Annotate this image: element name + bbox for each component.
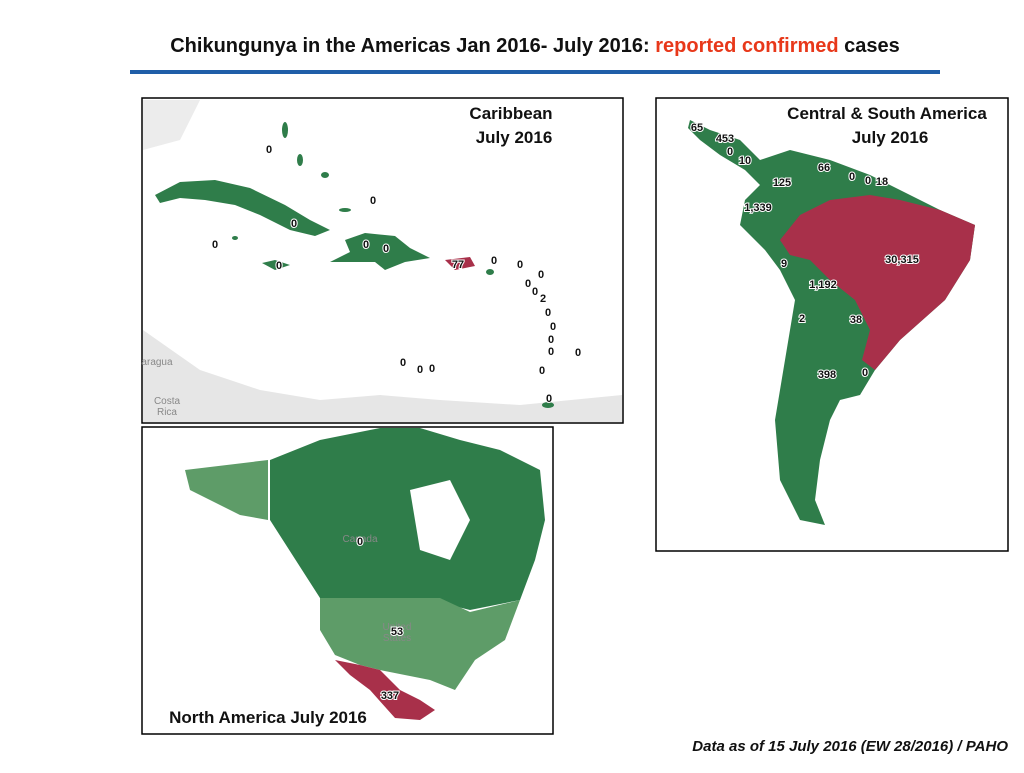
place-name: United <box>383 622 412 633</box>
panel-frame <box>141 97 624 424</box>
puerto-rico <box>445 257 475 270</box>
mexico <box>335 660 435 720</box>
case-count: 0 <box>417 364 423 376</box>
cuba <box>155 180 330 236</box>
jamaica <box>262 260 290 270</box>
panel-title: July 2016 <box>852 128 929 147</box>
case-count: 0 <box>862 367 868 379</box>
panel-frame <box>655 97 1009 552</box>
hudson-bay <box>410 480 470 560</box>
case-count: 453 <box>716 133 734 145</box>
case-count: 0 <box>491 255 497 267</box>
case-count: 30,315 <box>885 254 919 266</box>
case-count: 0 <box>266 144 272 156</box>
case-count: 10 <box>739 155 751 167</box>
case-count: 65 <box>691 122 703 134</box>
case-count: 0 <box>865 175 871 187</box>
small-islands <box>232 122 554 408</box>
case-count: 0 <box>575 347 581 359</box>
place-name: Costa <box>154 396 181 407</box>
case-count: 0 <box>548 346 554 358</box>
case-count: 398 <box>818 369 836 381</box>
case-count: 1,339 <box>744 202 772 214</box>
case-count: 0 <box>400 357 406 369</box>
south-america-map <box>688 120 975 525</box>
land-background <box>143 330 622 422</box>
caribbean-map <box>143 100 622 422</box>
case-count: 337 <box>381 690 399 702</box>
case-count: 0 <box>370 195 376 207</box>
case-count: 0 <box>532 286 538 298</box>
case-count: 0 <box>517 259 523 271</box>
title-highlight: reported confirmed <box>655 35 838 57</box>
united-states <box>320 598 520 690</box>
south-america <box>688 120 975 525</box>
north-america-map <box>185 428 545 720</box>
case-count: 0 <box>539 365 545 377</box>
hispaniola <box>330 233 430 270</box>
panel-frame <box>141 426 554 735</box>
brazil <box>780 195 975 370</box>
case-count: 0 <box>276 260 282 272</box>
panel-title: July 2016 <box>476 128 553 147</box>
alaska <box>185 460 268 520</box>
case-count: 0 <box>357 536 363 548</box>
footnote: Data as of 15 July 2016 (EW 28/2016) / P… <box>692 738 1008 755</box>
title-suffix: cases <box>839 35 900 57</box>
case-count: 0 <box>525 278 531 290</box>
case-count: 0 <box>727 146 733 158</box>
case-count: 66 <box>818 162 830 174</box>
slide-title: Chikungunya in the Americas Jan 2016- Ju… <box>170 35 900 57</box>
case-count: 77 <box>452 259 464 271</box>
case-count: 0 <box>545 307 551 319</box>
case-count: 0 <box>429 363 435 375</box>
place-name: aragua <box>141 357 173 368</box>
case-count: 1,192 <box>809 279 837 291</box>
case-count: 0 <box>546 393 552 405</box>
case-count: 0 <box>383 243 389 255</box>
case-count: 9 <box>781 258 787 270</box>
case-count: 0 <box>538 269 544 281</box>
canada <box>270 428 545 610</box>
place-name: Rica <box>157 407 177 418</box>
case-count: 2 <box>799 313 805 325</box>
place-name: Canada <box>342 534 377 545</box>
place-name: States <box>383 633 411 644</box>
title-prefix: Chikungunya in the Americas Jan 2016- Ju… <box>170 35 655 57</box>
case-count: 125 <box>773 177 791 189</box>
case-count: 0 <box>291 218 297 230</box>
case-count: 0 <box>363 239 369 251</box>
case-count: 0 <box>849 171 855 183</box>
case-count: 38 <box>850 314 862 326</box>
case-count: 53 <box>391 626 403 638</box>
case-count: 0 <box>212 239 218 251</box>
panel-title: North America July 2016 <box>169 708 367 727</box>
case-count: 0 <box>550 321 556 333</box>
case-count: 0 <box>548 334 554 346</box>
case-count: 2 <box>540 293 546 305</box>
panel-title: Caribbean <box>469 104 552 123</box>
case-count: 18 <box>876 176 888 188</box>
land-background <box>143 100 200 150</box>
panel-title: Central & South America <box>787 104 987 123</box>
